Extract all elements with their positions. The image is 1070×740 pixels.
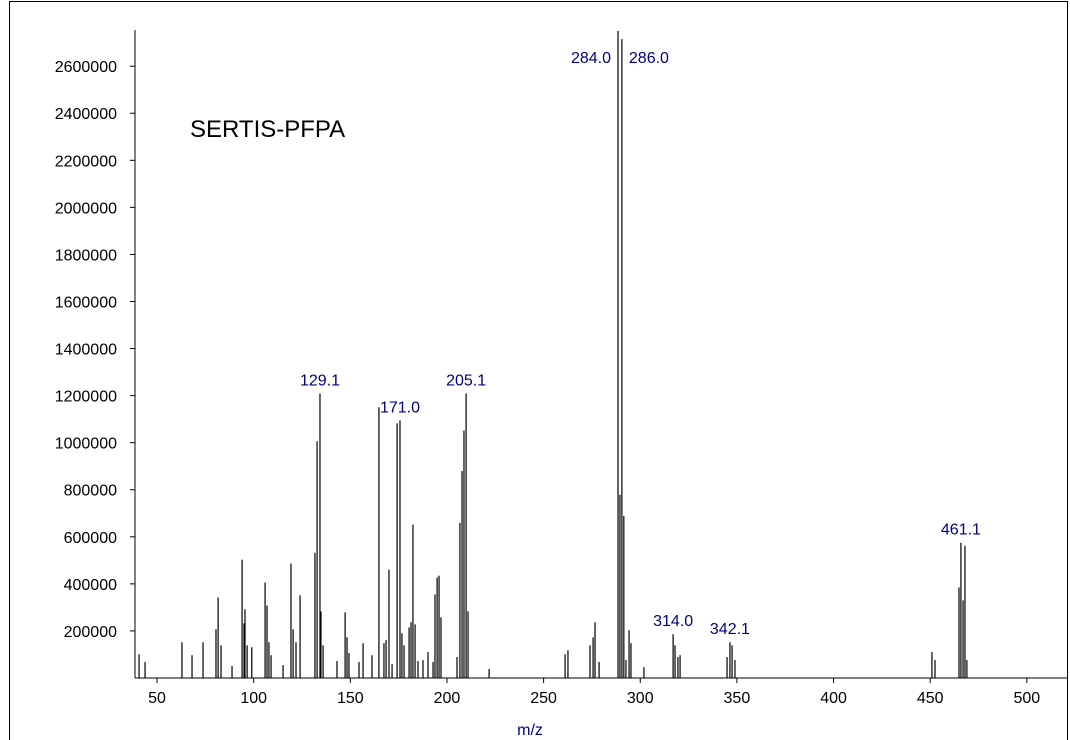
- peak-label: 171.0: [380, 399, 420, 416]
- y-tick-label: 1400000: [55, 342, 117, 359]
- x-tick-label: 500: [1013, 690, 1040, 707]
- x-axis-label: m/z: [517, 722, 543, 739]
- peak-label: 284.0: [571, 50, 611, 67]
- x-tick-label: 50: [148, 690, 166, 707]
- x-tick-label: 350: [724, 690, 751, 707]
- y-tick-label: 1200000: [55, 389, 117, 406]
- x-tick-label: 200: [434, 690, 461, 707]
- frame: [9, 1, 1068, 740]
- y-tick-label: 800000: [64, 483, 117, 500]
- y-tick-label: 1000000: [55, 436, 117, 453]
- y-tick-label: 1600000: [55, 294, 117, 311]
- x-tick-label: 150: [337, 690, 364, 707]
- peak-label: 129.1: [300, 373, 340, 390]
- peak-label: 461.1: [941, 522, 981, 539]
- peak-label: 286.0: [629, 50, 669, 67]
- x-tick-label: 100: [240, 690, 267, 707]
- y-tick-label: 600000: [64, 530, 117, 547]
- peak-label: 205.1: [446, 373, 486, 390]
- y-tick-label: 2600000: [55, 59, 117, 76]
- x-tick-label: 400: [820, 690, 847, 707]
- y-tick-label: 2000000: [55, 200, 117, 217]
- y-tick-label: 2400000: [55, 106, 117, 123]
- x-tick-label: 300: [627, 690, 654, 707]
- x-tick-label: 250: [530, 690, 557, 707]
- x-tick-label: 450: [917, 690, 944, 707]
- peak-label: 342.1: [710, 621, 750, 638]
- y-tick-label: 2200000: [55, 153, 117, 170]
- y-tick-label: 400000: [64, 577, 117, 594]
- y-tick-label: 200000: [64, 624, 117, 641]
- chart-title: SERTIS-PFPA: [190, 116, 345, 143]
- peak-label: 314.0: [653, 613, 693, 630]
- y-tick-label: 1800000: [55, 247, 117, 264]
